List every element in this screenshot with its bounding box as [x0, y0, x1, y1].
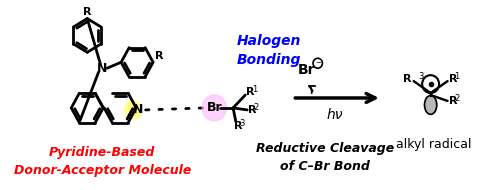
Circle shape: [125, 101, 142, 119]
Text: −: −: [315, 60, 320, 66]
Text: Br: Br: [206, 101, 222, 114]
Text: R: R: [448, 74, 457, 84]
Circle shape: [202, 95, 226, 121]
Text: 2: 2: [254, 103, 259, 112]
Text: 3: 3: [240, 119, 245, 128]
Text: Br: Br: [298, 63, 315, 77]
Text: Reductive Cleavage
of C–Br Bond: Reductive Cleavage of C–Br Bond: [256, 142, 394, 173]
Text: R: R: [234, 121, 242, 131]
Text: 2: 2: [454, 94, 460, 103]
Text: R: R: [83, 7, 92, 17]
Text: hν: hν: [326, 108, 343, 122]
Text: R: R: [246, 87, 254, 97]
Text: R: R: [404, 74, 412, 84]
Text: R: R: [156, 51, 164, 61]
Text: R: R: [448, 96, 457, 106]
Text: 1: 1: [454, 72, 460, 81]
Text: 1: 1: [252, 85, 257, 94]
Text: N: N: [133, 103, 143, 116]
Ellipse shape: [424, 96, 436, 114]
Text: Pyridine-Based
Donor-Acceptor Molecule: Pyridine-Based Donor-Acceptor Molecule: [14, 146, 191, 177]
Text: Halogen
Bonding: Halogen Bonding: [236, 34, 301, 67]
Text: 3: 3: [418, 72, 424, 81]
Text: N: N: [97, 62, 108, 75]
Text: alkyl radical: alkyl radical: [396, 138, 471, 151]
Text: R: R: [248, 105, 256, 115]
